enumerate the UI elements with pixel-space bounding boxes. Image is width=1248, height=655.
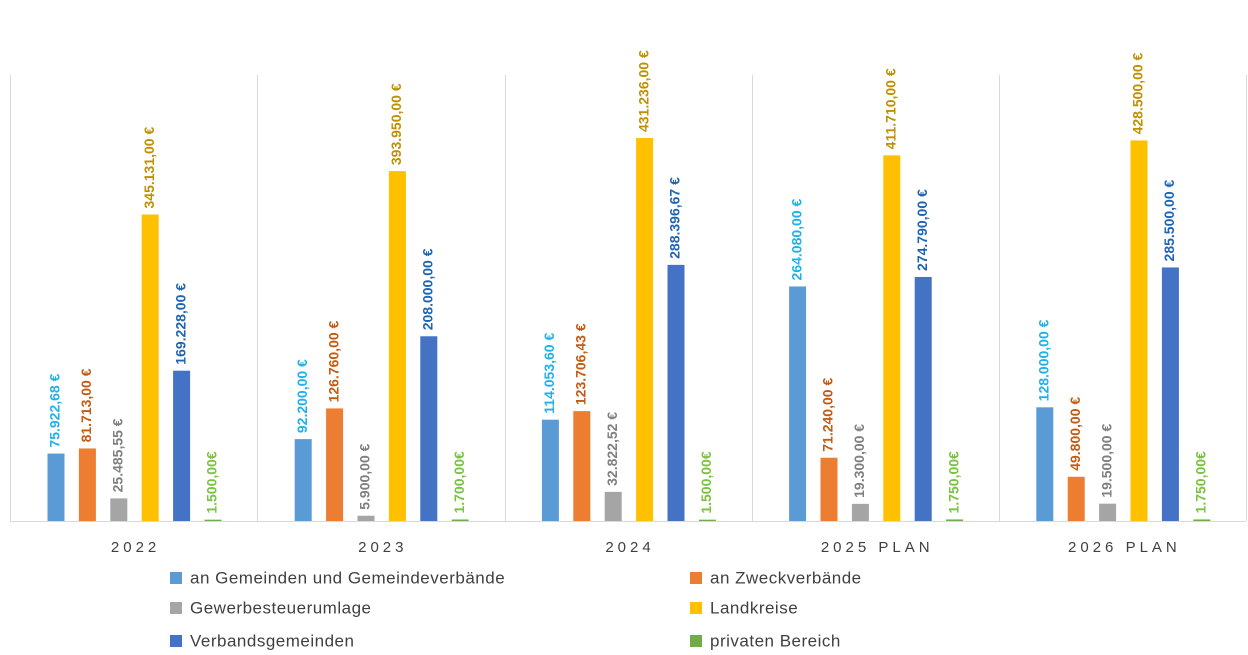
data-label: 1.700,00€ — [451, 451, 467, 513]
bar — [820, 457, 838, 521]
data-label: 431.236,00 € — [635, 50, 651, 132]
data-label: 285.500,00 € — [1161, 179, 1177, 261]
bar — [667, 264, 685, 521]
data-label: 126.760,00 € — [325, 320, 341, 402]
data-label: 75.922,68 € — [47, 373, 63, 447]
legend-label: Landkreise — [710, 598, 798, 617]
legend-label: privaten Bereich — [710, 631, 841, 650]
legend-label: Gewerbesteuerumlage — [190, 598, 371, 617]
data-label: 123.706,43 € — [573, 323, 589, 405]
bar — [173, 370, 191, 521]
legend-swatch — [690, 602, 702, 614]
data-label: 428.500,00 € — [1130, 52, 1146, 134]
bar — [541, 419, 559, 521]
bar — [141, 214, 159, 522]
legend-swatch — [170, 635, 182, 647]
bar — [1130, 140, 1148, 521]
legend-label: an Zweckverbände — [710, 568, 862, 587]
bar — [326, 408, 344, 521]
legend-label: Verbandsgemeinden — [190, 631, 354, 650]
bar — [1067, 476, 1085, 521]
legend-swatch — [690, 635, 702, 647]
bar — [78, 448, 96, 521]
data-label: 393.950,00 € — [388, 83, 404, 165]
bar — [1161, 267, 1179, 521]
bar — [573, 411, 591, 521]
bar — [1099, 503, 1117, 521]
bar — [604, 491, 622, 521]
data-label: 1.500,00€ — [204, 451, 220, 513]
data-label: 128.000,00 € — [1036, 319, 1052, 401]
legend-swatch — [690, 572, 702, 584]
bar — [110, 498, 128, 521]
data-label: 1.750,00€ — [1193, 451, 1209, 513]
data-label: 32.822,52 € — [604, 412, 620, 486]
data-label: 288.396,67 € — [667, 177, 683, 259]
data-label: 81.713,00 € — [78, 368, 94, 442]
data-label: 169.228,00 € — [172, 283, 188, 365]
bar — [204, 519, 222, 521]
x-tick-label: 2022 — [111, 539, 160, 556]
data-label: 345.131,00 € — [141, 127, 157, 209]
data-label: 208.000,00 € — [420, 248, 436, 330]
bar — [294, 439, 312, 521]
legend-label: an Gemeinden und Gemeindeverbände — [190, 568, 505, 587]
data-label: 5.900,00 € — [357, 443, 373, 509]
x-tick-label: 2023 — [358, 539, 407, 556]
legend-swatch — [170, 602, 182, 614]
data-label: 274.790,00 € — [914, 189, 930, 271]
x-tick-label: 2025 PLAN — [821, 539, 934, 556]
data-label: 71.240,00 € — [820, 378, 836, 452]
x-tick-label: 2024 — [605, 539, 654, 556]
data-label: 114.053,60 € — [541, 333, 557, 414]
data-label: 1.750,00€ — [945, 451, 961, 513]
data-label: 92.200,00 € — [294, 359, 310, 433]
data-label: 19.500,00 € — [1098, 424, 1114, 498]
bar — [1193, 519, 1211, 521]
bar — [1036, 407, 1054, 521]
bar — [420, 336, 438, 521]
bar — [789, 286, 807, 521]
bar — [914, 276, 932, 521]
bar — [451, 519, 469, 521]
bar — [698, 519, 716, 521]
data-label: 25.485,55 € — [110, 418, 126, 492]
bar — [946, 519, 964, 521]
legend-swatch — [170, 572, 182, 584]
x-tick-label: 2026 PLAN — [1068, 539, 1181, 556]
plot-frame — [10, 75, 1247, 522]
data-label: 1.500,00€ — [698, 451, 714, 513]
data-label: 264.080,00 € — [788, 199, 804, 281]
data-label: 49.800,00 € — [1067, 397, 1083, 471]
bar — [883, 155, 901, 521]
bar — [851, 503, 869, 521]
bar — [47, 453, 65, 521]
bar — [388, 171, 406, 522]
data-label: 411.710,00 € — [883, 68, 899, 149]
bar — [357, 515, 375, 521]
data-label: 19.300,00 € — [851, 424, 867, 498]
bar — [636, 138, 654, 521]
